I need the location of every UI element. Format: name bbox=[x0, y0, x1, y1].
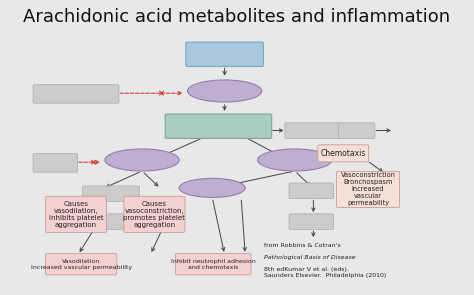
Ellipse shape bbox=[258, 149, 332, 171]
Text: Causes
vasodilation,
inhibits platelet
aggregation: Causes vasodilation, inhibits platelet a… bbox=[49, 201, 103, 228]
FancyBboxPatch shape bbox=[289, 214, 334, 230]
FancyBboxPatch shape bbox=[82, 214, 139, 230]
FancyBboxPatch shape bbox=[338, 123, 375, 138]
Text: from Robbins & Cotran's: from Robbins & Cotran's bbox=[264, 243, 341, 248]
FancyBboxPatch shape bbox=[33, 85, 119, 103]
Text: Inhibit neutrophil adhesion
and chemotaxis: Inhibit neutrophil adhesion and chemotax… bbox=[171, 259, 255, 270]
Ellipse shape bbox=[179, 178, 245, 197]
FancyBboxPatch shape bbox=[82, 186, 139, 201]
FancyBboxPatch shape bbox=[337, 171, 400, 207]
Text: ×: × bbox=[158, 89, 165, 98]
FancyBboxPatch shape bbox=[285, 123, 342, 138]
FancyBboxPatch shape bbox=[175, 253, 251, 275]
Ellipse shape bbox=[187, 80, 262, 102]
FancyBboxPatch shape bbox=[46, 253, 117, 275]
FancyBboxPatch shape bbox=[289, 183, 334, 199]
Text: ×: × bbox=[90, 158, 97, 167]
Text: Arachidonic acid metabolites and inflammation: Arachidonic acid metabolites and inflamm… bbox=[23, 8, 451, 26]
Text: Pathological Basis of Disease: Pathological Basis of Disease bbox=[264, 255, 356, 260]
Text: Vasodilation
Increased vascular permeability: Vasodilation Increased vascular permeabi… bbox=[31, 259, 132, 270]
FancyBboxPatch shape bbox=[124, 196, 185, 232]
FancyBboxPatch shape bbox=[46, 196, 107, 232]
Text: 8th edKumar V et al. (eds).
Saunders Elsevier.  Philadelphia (2010): 8th edKumar V et al. (eds). Saunders Els… bbox=[264, 267, 386, 278]
FancyBboxPatch shape bbox=[318, 145, 369, 162]
FancyBboxPatch shape bbox=[186, 42, 264, 66]
Text: Chemotaxis: Chemotaxis bbox=[320, 149, 366, 158]
FancyBboxPatch shape bbox=[165, 114, 272, 138]
Text: Causes
vasoconstriction,
promotes platelet
aggregation: Causes vasoconstriction, promotes platel… bbox=[124, 201, 185, 228]
FancyBboxPatch shape bbox=[33, 154, 78, 172]
Ellipse shape bbox=[105, 149, 179, 171]
Text: Vasoconstriction
Bronchospasm
Increased
vascular
permeability: Vasoconstriction Bronchospasm Increased … bbox=[341, 172, 396, 206]
